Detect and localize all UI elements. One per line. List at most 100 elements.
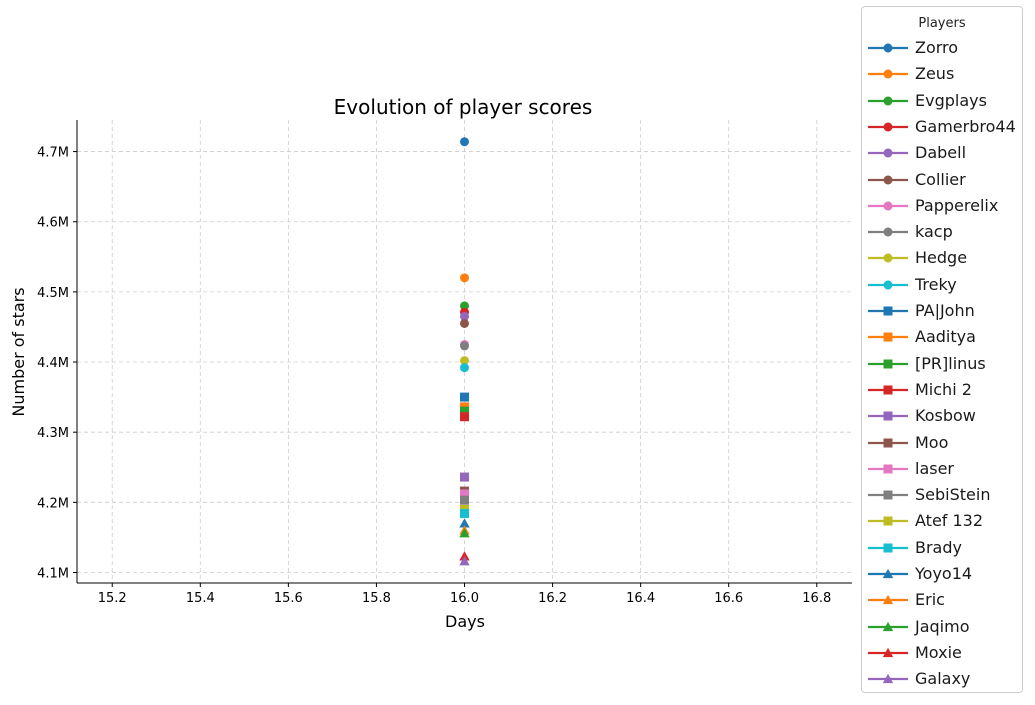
legend-item: Zeus (862, 62, 1022, 86)
data-point (460, 301, 469, 311)
legend-item: Michi 2 (862, 378, 1022, 402)
legend-label: Treky (915, 274, 957, 294)
legend-item: laser (862, 457, 1022, 481)
y-axis-label: Number of stars (9, 287, 28, 416)
legend-label: Aaditya (915, 327, 976, 347)
data-point (460, 356, 469, 366)
x-tick-label: 16.6 (714, 591, 743, 606)
legend-marker (882, 621, 894, 631)
legend-item: Hedge (862, 246, 1022, 270)
legend-swatch (868, 43, 908, 53)
legend-item: Yoyo14 (862, 562, 1022, 586)
data-point (459, 528, 470, 538)
legend-swatch (868, 516, 908, 526)
x-tick-label: 15.8 (362, 591, 391, 606)
x-tick-label: 16.4 (626, 591, 655, 606)
legend-swatch (868, 280, 908, 290)
data-point (460, 273, 469, 283)
x-tick-label: 15.6 (274, 591, 303, 606)
y-tick-label: 4.5M (37, 286, 69, 301)
legend-label: Brady (915, 537, 962, 557)
legend-swatch (868, 122, 908, 132)
legend-swatch (868, 385, 908, 395)
legend-label: Gamerbro44 (915, 116, 1016, 136)
legend-marker (883, 490, 893, 500)
data-point (460, 318, 469, 328)
legend-swatch (868, 359, 908, 369)
legend-marker (882, 568, 894, 579)
data-point (460, 509, 469, 519)
legend-swatch (868, 490, 908, 500)
legend-label: kacp (915, 222, 953, 242)
legend-item: Moxie (862, 641, 1022, 665)
data-point (460, 311, 469, 321)
legend-marker (883, 543, 893, 553)
legend-marker (883, 332, 893, 342)
data-point (460, 363, 469, 373)
legend-marker (883, 359, 893, 369)
legend-marker (883, 96, 893, 106)
y-tick-label: 4.4M (37, 356, 69, 371)
legend-swatch (868, 201, 908, 211)
legend-item: SebiStein (862, 483, 1022, 507)
legend-item: Zorro (862, 36, 1022, 60)
legend-item: Evgplays (862, 89, 1022, 113)
legend-marker (883, 148, 893, 158)
legend-label: Michi 2 (915, 379, 972, 399)
legend-item: Jaqimo (862, 615, 1022, 639)
legend-item: Dabell (862, 141, 1022, 165)
legend-swatch (868, 621, 908, 631)
legend-label: Hedge (915, 248, 968, 268)
legend-swatch (868, 306, 908, 316)
legend-marker (883, 280, 893, 290)
legend-label: Evgplays (915, 90, 987, 110)
data-point (460, 392, 469, 402)
x-tick-label: 16.0 (450, 591, 479, 606)
legend-item: [PR]linus (862, 352, 1022, 376)
data-point (460, 489, 469, 499)
data-point (460, 412, 469, 422)
legend-swatch (868, 69, 908, 79)
legend-swatch (868, 175, 908, 184)
x-tick-label: 16.2 (538, 591, 567, 606)
legend-label: [PR]linus (915, 353, 986, 373)
legend-marker (883, 175, 893, 184)
y-tick-label: 4.3M (37, 426, 69, 441)
legend-marker (883, 227, 893, 237)
legend-item: Atef 132 (862, 509, 1022, 533)
y-tick-label: 4.7M (37, 146, 69, 161)
legend-swatch (868, 543, 908, 553)
legend-label: Papperelix (915, 195, 999, 215)
legend-item: Treky (862, 273, 1022, 297)
legend-marker (883, 43, 893, 53)
legend-item: kacp (862, 220, 1022, 244)
legend-item: PA|John (862, 299, 1022, 323)
data-point (460, 495, 469, 505)
legend-title: Players (918, 16, 966, 31)
legend-item: Moo (862, 431, 1022, 455)
legend-label: Moxie (915, 642, 962, 662)
legend-label: Galaxy (915, 669, 971, 689)
legend-label: Zeus (915, 64, 955, 84)
chart-title: Evolution of player scores (334, 95, 593, 119)
x-tick-label: 15.4 (186, 591, 215, 606)
legend-marker (883, 306, 893, 316)
legend-label: Dabell (915, 143, 967, 163)
data-point (459, 518, 470, 528)
legend-item: Brady (862, 536, 1022, 560)
legend-label: Collier (915, 169, 966, 189)
data-point (460, 137, 469, 147)
legend-swatch (868, 595, 908, 605)
legend-label: Kosbow (915, 406, 976, 426)
y-tick-label: 4.1M (37, 566, 69, 581)
legend-item: Gamerbro44 (862, 115, 1022, 139)
legend-marker (883, 411, 893, 421)
legend-swatch (868, 332, 908, 342)
legend-swatch (868, 411, 908, 421)
tick-layer: 15.2 15.4 15.6 15.8 16.0 16.2 16.4 16.6 16.8 4.1M… (37, 146, 831, 606)
legend-marker (883, 201, 893, 211)
legend-swatch (868, 96, 908, 106)
data-point (459, 556, 470, 566)
legend-marker (883, 253, 893, 263)
